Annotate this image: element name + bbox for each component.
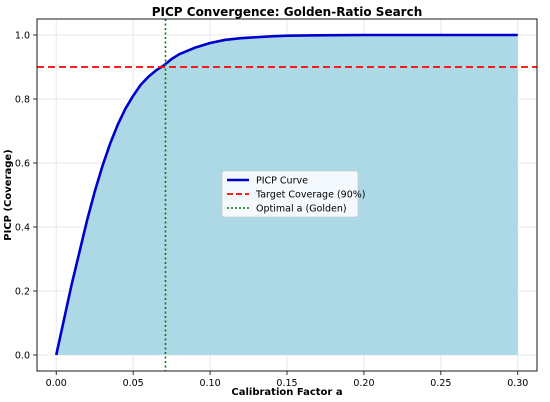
y-tick-label: 0.0 [15,351,30,362]
x-tick-label: 0.00 [46,378,67,389]
y-tick-label: 0.2 [15,287,30,298]
x-tick-label: 0.05 [123,378,144,389]
x-tick-label: 0.15 [276,378,297,389]
y-tick-label: 1.0 [15,31,30,42]
legend-entry-target-coverage-label: Target Coverage (90%) [255,190,365,201]
y-tick-label: 0.4 [15,223,30,234]
y-tick-label: 0.6 [15,159,30,170]
legend-box [221,170,359,218]
legend-entry-picp-curve-label: PICP Curve [256,176,308,187]
y-axis-label: PICP (Coverage) [3,149,14,240]
x-tick-label: 0.25 [430,378,451,389]
x-tick-label: 0.20 [353,378,374,389]
y-tick-label: 0.8 [15,95,30,106]
chart-title: PICP Convergence: Golden-Ratio Search [152,5,423,19]
x-axis-label: Calibration Factor a [231,387,342,398]
x-tick-label: 0.10 [199,378,220,389]
legend: PICP Curve Target Coverage (90%) Optimal a… [221,170,365,218]
x-tick-label: 0.30 [507,378,528,389]
legend-entry-optimal-a-label: Optimal a (Golden) [256,204,347,215]
